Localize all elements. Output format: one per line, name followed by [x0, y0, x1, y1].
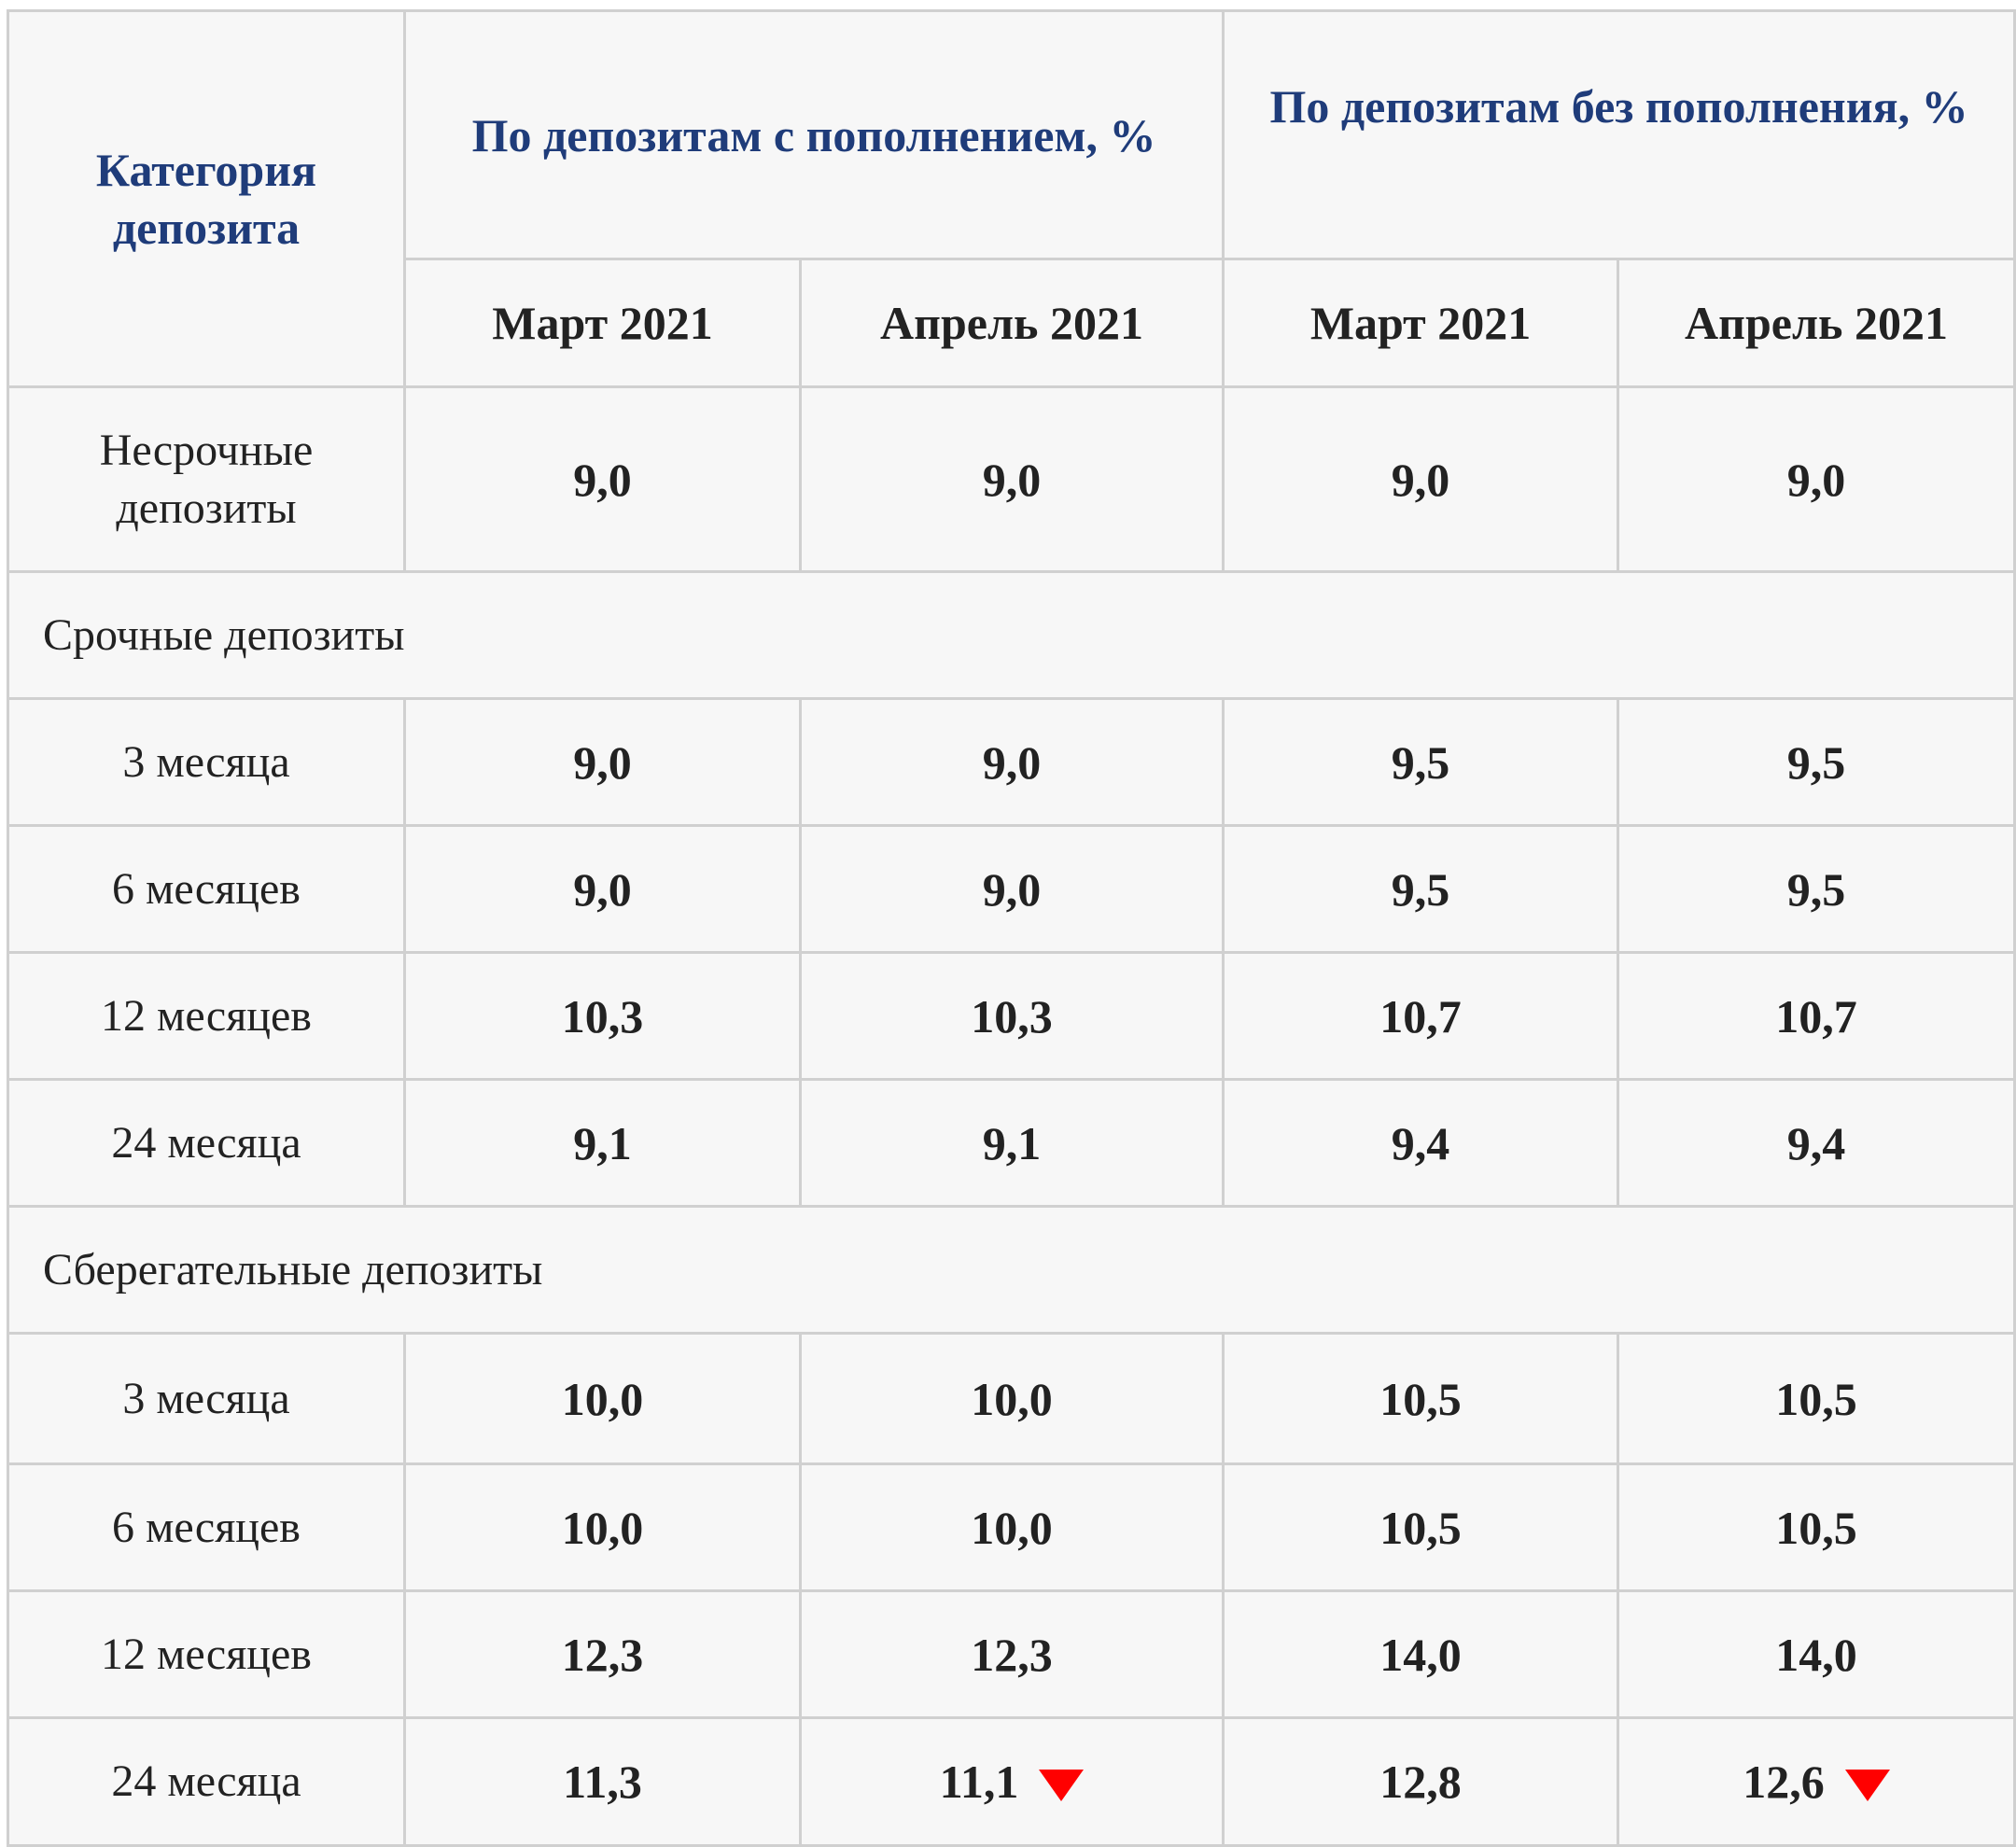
row-category: 12 месяцев: [7, 951, 406, 1081]
table-row: 6 месяцев 10,0 10,0 10,5 10,5: [7, 1462, 2016, 1592]
rate-cell: 10,7: [1222, 951, 1620, 1081]
rate-cell: 10,5: [1617, 1462, 2016, 1592]
rate-cell: 10,5: [1222, 1462, 1620, 1592]
header-month: Апрель 2021: [1617, 258, 2016, 388]
rate-cell: 9,5: [1222, 697, 1620, 827]
rate-value: 12,6: [1743, 1756, 1825, 1808]
rate-cell: 9,0: [403, 385, 802, 573]
rate-cell: 10,5: [1222, 1332, 1620, 1465]
rate-cell: 9,1: [798, 1078, 1225, 1208]
table-row: 3 месяца 9,0 9,0 9,5 9,5: [7, 697, 2016, 827]
rate-cell: 10,3: [798, 951, 1225, 1081]
rate-cell: 14,0: [1222, 1589, 1620, 1719]
table-row: 12 месяцев 12,3 12,3 14,0 14,0: [7, 1589, 2016, 1719]
rate-cell: 11,3: [403, 1716, 802, 1847]
table-row: 24 месяца 11,3 11,1 12,8 12,6: [7, 1716, 2016, 1847]
rate-cell: 9,0: [798, 824, 1225, 954]
section-row: Срочные депозиты: [6, 570, 2016, 700]
header-group-with-top-up: По депозитам с пополнением, %: [402, 8, 1225, 261]
rate-cell: 9,0: [798, 697, 1225, 827]
row-category: 24 месяца: [7, 1716, 406, 1847]
rate-cell: 12,6: [1617, 1716, 2016, 1847]
rate-cell: 9,0: [1222, 385, 1620, 573]
rate-value: 11,3: [563, 1756, 642, 1808]
decrease-triangle-icon: [1039, 1769, 1085, 1801]
decrease-triangle-icon: [1844, 1769, 1890, 1801]
rate-cell: 11,1: [798, 1716, 1225, 1847]
table-row: 24 месяца 9,1 9,1 9,4 9,4: [7, 1078, 2016, 1208]
rate-cell: 10,0: [798, 1462, 1225, 1592]
rate-cell: 9,0: [403, 824, 802, 954]
rate-cell: 10,3: [403, 951, 802, 1081]
header-group-without-top-up: По депозитам без пополнения, %: [1222, 8, 2016, 261]
rate-cell: 10,0: [798, 1332, 1225, 1465]
table-row: 3 месяца 10,0 10,0 10,5 10,5: [7, 1332, 2016, 1465]
rate-value: 11,1: [939, 1756, 1019, 1808]
rate-cell: 10,0: [403, 1332, 802, 1465]
rate-cell: 9,5: [1222, 824, 1620, 954]
rate-cell: 12,3: [403, 1589, 802, 1719]
rate-cell: 10,5: [1617, 1332, 2016, 1465]
row-category: 6 месяцев: [7, 1462, 406, 1592]
rate-cell: 9,0: [403, 697, 802, 827]
deposit-rates-table: Категория депозита По депозитам с пополн…: [6, 8, 2016, 1847]
rate-cell: 9,1: [403, 1078, 802, 1208]
rate-cell: 12,8: [1222, 1716, 1620, 1847]
header-row-months: Март 2021 Апрель 2021 Март 2021 Апрель 2…: [8, 258, 2016, 388]
rate-cell: 10,0: [403, 1462, 802, 1592]
rate-cell: 9,5: [1617, 697, 2016, 827]
rate-cell: 9,5: [1617, 824, 2016, 954]
rate-cell: 9,4: [1617, 1078, 2016, 1208]
row-category: 3 месяца: [7, 697, 406, 827]
header-row-groups: Категория депозита По депозитам с пополн…: [7, 8, 2016, 388]
header-month: Апрель 2021: [798, 258, 1225, 388]
section-row: Сберегательные депозиты: [6, 1205, 2016, 1335]
rate-cell: 9,0: [1617, 385, 2016, 573]
rate-cell: 14,0: [1617, 1589, 2016, 1719]
section-title: Срочные депозиты: [6, 570, 2016, 700]
table-row: Несрочные депозиты 9,0 9,0 9,0 9,0: [7, 385, 2016, 573]
rate-cell: 9,4: [1222, 1078, 1620, 1208]
rate-value: 12,8: [1379, 1756, 1462, 1808]
row-category: 24 месяца: [7, 1078, 406, 1208]
header-category: Категория депозита: [7, 9, 406, 388]
table-row: 12 месяцев 10,3 10,3 10,7 10,7: [7, 951, 2016, 1081]
row-category: Несрочные депозиты: [7, 385, 406, 573]
row-category: 3 месяца: [7, 1332, 406, 1465]
header-month: Март 2021: [403, 258, 802, 388]
row-category: 12 месяцев: [7, 1589, 406, 1719]
section-title: Сберегательные депозиты: [6, 1205, 2016, 1335]
rate-cell: 9,0: [798, 385, 1225, 573]
deposit-rates-frame: Категория депозита По депозитам с пополн…: [6, 8, 2016, 1847]
rate-cell: 12,3: [798, 1589, 1225, 1719]
row-category: 6 месяцев: [7, 824, 406, 954]
header-month: Март 2021: [1222, 258, 1620, 388]
table-row: 6 месяцев 9,0 9,0 9,5 9,5: [7, 824, 2016, 954]
rate-cell: 10,7: [1617, 951, 2016, 1081]
